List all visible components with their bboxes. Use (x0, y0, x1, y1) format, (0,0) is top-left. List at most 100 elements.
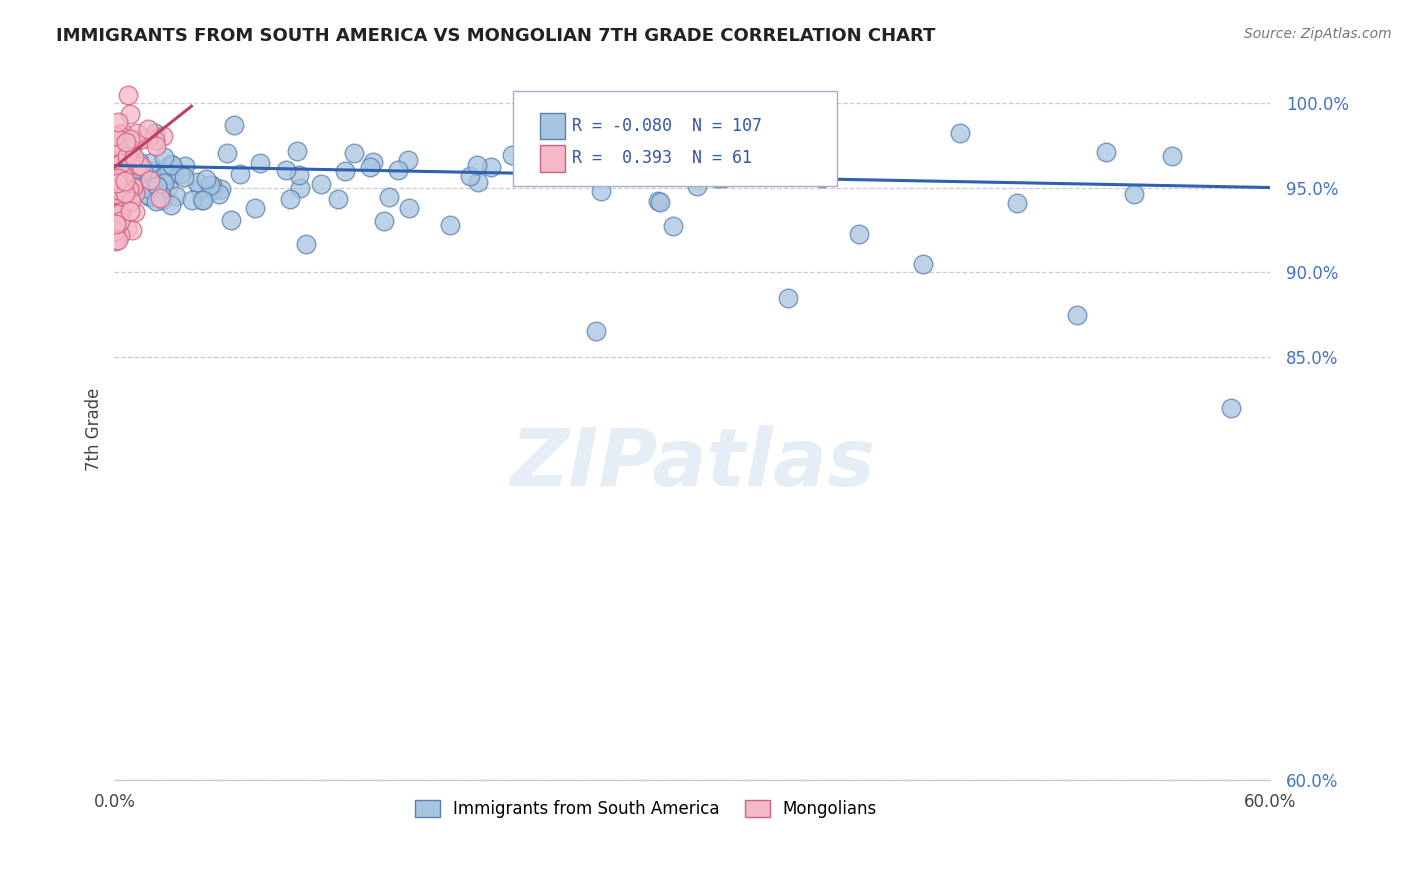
Point (149, 181, 172, 195)
Point (122, 186, 145, 200)
Point (127, 178, 149, 192)
Point (108, 172, 131, 186)
Point (387, 163, 409, 178)
Point (217, 146, 239, 161)
Point (108, 166, 131, 180)
Point (107, 140, 129, 154)
Point (295, 236, 318, 251)
Point (146, 179, 169, 194)
Point (150, 194, 173, 208)
Point (288, 169, 311, 183)
Point (912, 257, 935, 271)
Point (107, 186, 129, 201)
Point (243, 202, 266, 216)
Point (145, 194, 167, 208)
Point (148, 171, 170, 186)
Point (110, 178, 132, 192)
Point (136, 188, 159, 202)
Point (278, 192, 301, 206)
Point (662, 219, 685, 234)
Point (114, 135, 136, 149)
Point (585, 325, 607, 339)
Point (778, 291, 800, 305)
Point (112, 190, 135, 204)
Point (124, 150, 146, 164)
Point (138, 173, 160, 187)
Point (396, 153, 419, 167)
Point (107, 183, 129, 197)
Point (359, 160, 381, 174)
Point (112, 169, 135, 184)
Point (229, 168, 252, 182)
Point (124, 186, 146, 200)
Legend: Immigrants from South America, Mongolians: Immigrants from South America, Mongolian… (408, 793, 884, 825)
Point (122, 180, 145, 194)
Point (156, 161, 179, 175)
Point (104, 225, 127, 239)
FancyBboxPatch shape (513, 92, 837, 186)
Point (104, 186, 127, 201)
Point (108, 206, 131, 220)
Point (104, 144, 127, 158)
Point (145, 178, 167, 193)
Text: R =  0.393  N = 61: R = 0.393 N = 61 (572, 149, 752, 168)
Point (104, 154, 127, 169)
Point (107, 147, 129, 161)
Point (152, 129, 174, 144)
Point (209, 182, 232, 196)
Point (105, 176, 128, 190)
Point (191, 193, 214, 207)
Text: ZIPatlas: ZIPatlas (509, 425, 875, 503)
Point (115, 220, 138, 235)
Point (149, 191, 172, 205)
Text: Source: ZipAtlas.com: Source: ZipAtlas.com (1244, 27, 1392, 41)
Point (105, 172, 128, 186)
Point (120, 194, 142, 208)
Point (335, 164, 357, 178)
Point (114, 149, 136, 163)
Point (121, 223, 143, 237)
Point (125, 126, 148, 140)
Point (141, 164, 163, 178)
Point (136, 131, 159, 145)
Point (104, 224, 127, 238)
Point (107, 171, 129, 186)
Point (467, 175, 489, 189)
Point (107, 127, 129, 141)
Point (107, 115, 129, 129)
Point (628, 145, 651, 159)
Point (1007, 196, 1029, 211)
Point (115, 149, 138, 163)
Point (121, 139, 143, 153)
Point (107, 183, 129, 197)
Point (373, 214, 395, 228)
Point (502, 148, 524, 162)
Point (706, 171, 728, 186)
Point (173, 169, 195, 184)
Point (155, 168, 177, 182)
Y-axis label: 7th Grade: 7th Grade (86, 387, 103, 471)
Point (1220, 401, 1243, 415)
Point (202, 183, 225, 197)
Point (145, 126, 167, 140)
Point (207, 186, 229, 201)
Point (1161, 149, 1184, 163)
Point (118, 107, 141, 121)
Point (361, 155, 384, 169)
Point (104, 235, 127, 249)
Point (156, 180, 179, 194)
Point (138, 156, 160, 170)
Point (249, 156, 271, 170)
Point (378, 189, 401, 203)
Point (195, 172, 218, 186)
Point (118, 137, 141, 152)
Point (810, 171, 832, 186)
FancyBboxPatch shape (540, 112, 565, 139)
Point (186, 176, 208, 190)
Point (107, 182, 129, 196)
Point (108, 214, 131, 228)
Point (131, 132, 153, 146)
Text: R = -0.080  N = 107: R = -0.080 N = 107 (572, 117, 762, 135)
Point (169, 167, 191, 181)
Point (124, 163, 146, 178)
